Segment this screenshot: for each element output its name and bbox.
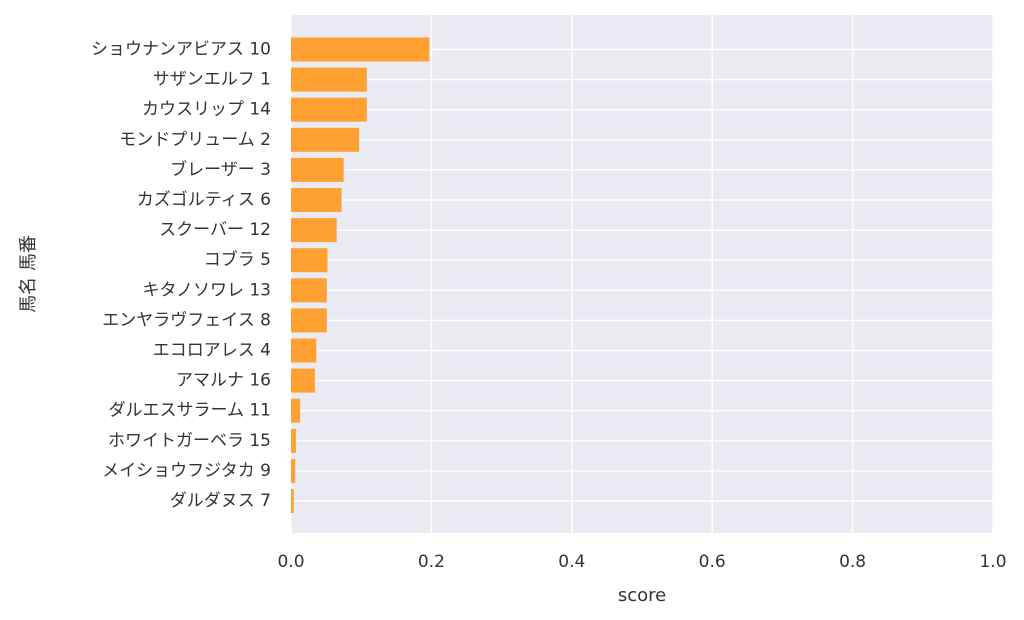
y-tick-label: コブラ 5 [204,249,271,270]
bar [291,398,301,423]
bar [291,248,328,273]
bar [291,428,296,453]
y-tick-label: キタノソワレ 13 [142,280,271,300]
x-tick-label: 0.8 [839,552,866,572]
x-tick-label: 1.0 [979,552,1006,572]
bar [291,308,327,333]
x-tick-label: 0.6 [699,552,726,572]
bar [291,157,344,182]
bar [291,67,367,92]
y-tick-label: カズゴルティス 6 [137,189,271,210]
bar [291,278,327,303]
y-tick-labels: ショウナンアビアス 10 サザンエルフ 1 カウスリップ 14 モンドプリューム 2 ブ… [91,40,271,512]
y-tick-label: ブレーザー 3 [170,159,271,180]
bar [291,188,342,212]
y-tick-label: ショウナンアビアス 10 [91,40,271,60]
y-tick-label: ダルダヌス 7 [170,491,271,511]
y-tick-label: アマルナ 16 [176,371,271,391]
bar [291,368,315,393]
y-tick-label: モンドプリューム 2 [119,130,271,150]
bar [291,127,360,152]
x-tick-label: 0.2 [418,552,445,572]
bar [291,97,367,122]
y-tick-label: カウスリップ 14 [142,100,271,120]
y-tick-label: エンヤラヴフェイス 8 [102,310,271,330]
grid [290,15,994,533]
bars [291,37,430,513]
y-tick-label: ダルエスサラーム 11 [108,401,271,421]
bar [291,37,430,62]
x-tick-label: 0.0 [277,552,304,572]
y-tick-label: サザンエルフ 1 [153,70,271,90]
x-axis-label: score [618,585,666,606]
y-tick-label: ホワイトガーベラ 15 [108,431,271,451]
y-axis-label: 馬名 馬番 [18,235,39,313]
bar [291,218,337,243]
plot-background [291,15,993,533]
bar [291,489,294,513]
bar [291,338,317,363]
x-tick-labels: 0.0 0.2 0.4 0.6 0.8 1.0 [277,552,1006,572]
x-tick-label: 0.4 [558,552,585,572]
bar [291,458,296,483]
y-tick-label: メイショウフジタカ 9 [102,461,271,481]
y-tick-label: スクーバー 12 [159,220,271,240]
y-tick-label: エコロアレス 4 [153,341,271,361]
